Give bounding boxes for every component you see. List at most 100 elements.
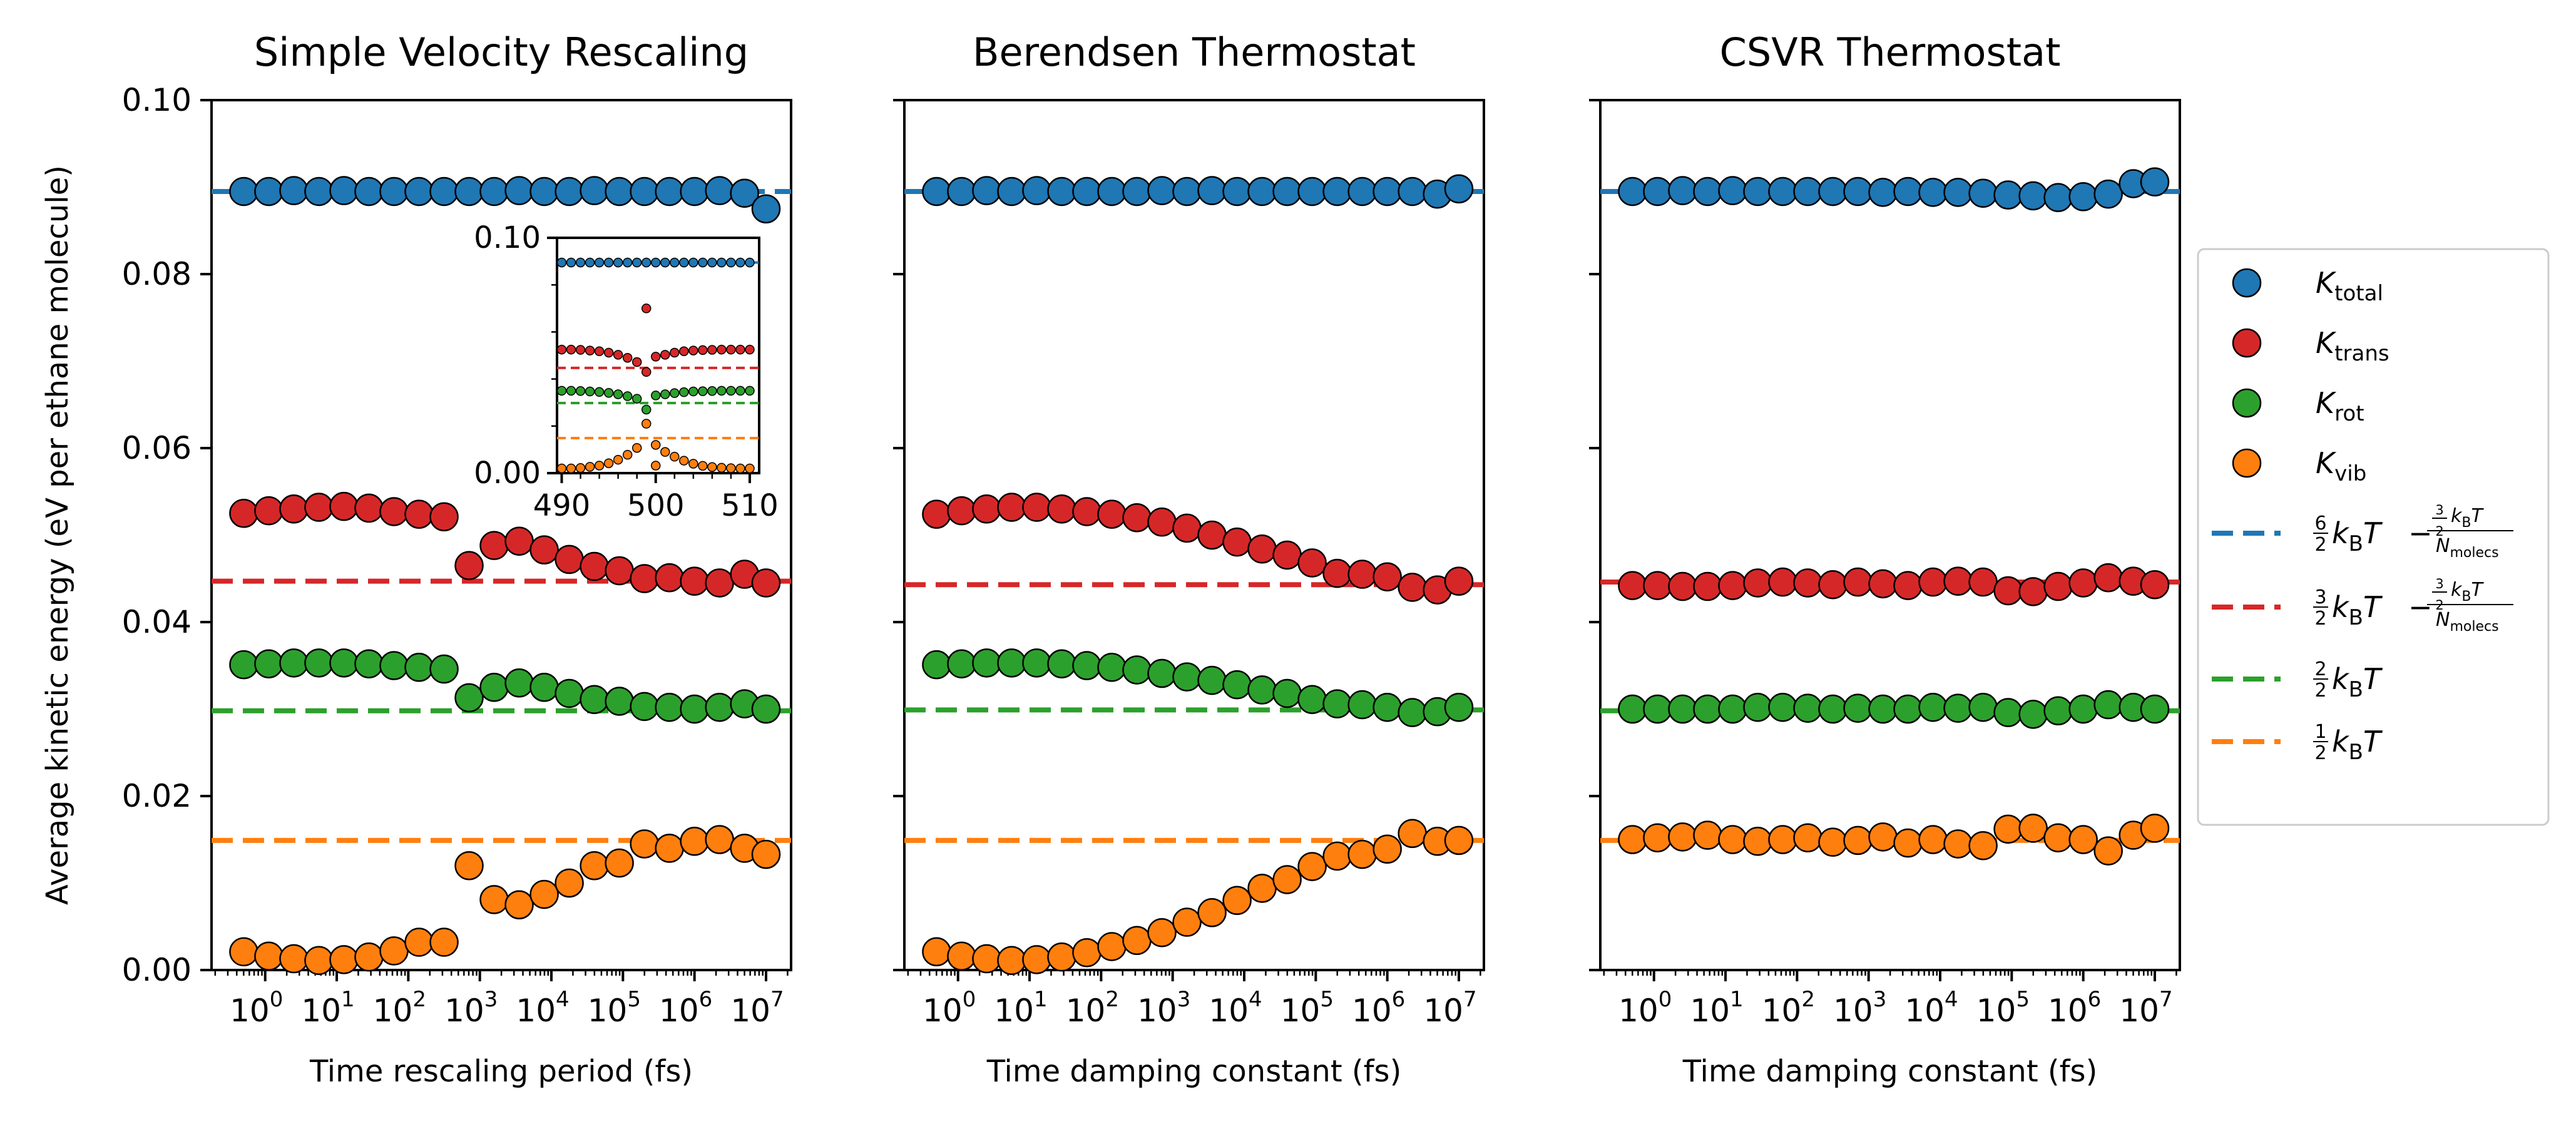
legend-label-K_vib: Kvib bbox=[2316, 446, 2366, 486]
data-point-K_rot bbox=[1398, 698, 1427, 727]
data-point-K_total bbox=[1793, 176, 1822, 207]
data-point-K_total bbox=[580, 176, 609, 205]
x-tick-label: 105 bbox=[588, 987, 641, 1029]
data-point-K_total bbox=[429, 176, 459, 207]
legend-kbt-K_total: kBT bbox=[2332, 516, 2383, 556]
data-point-K_total bbox=[555, 176, 584, 207]
data-point-K_rot bbox=[1222, 670, 1252, 700]
data-point-K_trans bbox=[1022, 493, 1051, 522]
data-point-K_total bbox=[2043, 183, 2073, 212]
data-point-K_vib bbox=[1172, 907, 1202, 937]
data-point-K_total bbox=[2018, 181, 2048, 211]
data-point-K_vib bbox=[1047, 942, 1076, 972]
data-point-K_vib bbox=[1222, 886, 1252, 916]
data-point-K_vib bbox=[1444, 825, 1474, 856]
inset-point-K_vib bbox=[670, 451, 680, 462]
data-point-K_total bbox=[1943, 178, 1973, 207]
data-point-K_trans bbox=[1047, 494, 1076, 524]
data-point-K_vib bbox=[379, 936, 409, 966]
data-point-K_total bbox=[254, 176, 284, 207]
inset-point-K_total bbox=[594, 257, 605, 268]
inset-point-K_trans bbox=[603, 347, 614, 358]
data-point-K_vib bbox=[1968, 830, 1998, 861]
inset-point-K_trans bbox=[660, 350, 670, 360]
data-point-K_vib bbox=[1743, 827, 1772, 856]
inset-point-K_trans bbox=[594, 346, 605, 356]
y-tick-label: 0.02 bbox=[122, 778, 192, 814]
legend-coef-K_total-denominator: 2 bbox=[2314, 534, 2326, 556]
data-point-K_trans bbox=[1444, 566, 1474, 596]
data-point-K_rot bbox=[751, 694, 781, 724]
inset-point-K_rot bbox=[717, 386, 727, 396]
data-point-K_vib bbox=[1893, 828, 1923, 858]
inset-point-K_vib bbox=[556, 463, 567, 474]
data-point-K_trans bbox=[1197, 520, 1227, 550]
inset-point-K_trans bbox=[613, 350, 623, 360]
inset-point-K_trans bbox=[631, 357, 642, 367]
y-axis-label: Average kinetic energy (eV per ethane mo… bbox=[40, 165, 75, 905]
x-tick-label: 106 bbox=[2048, 987, 2101, 1029]
data-point-K_trans bbox=[1398, 573, 1427, 602]
legend-corr-num-K_trans: kBT bbox=[2451, 579, 2484, 605]
inset-point-K_total bbox=[745, 257, 755, 268]
data-point-K_total bbox=[922, 176, 951, 207]
data-point-K_trans bbox=[329, 491, 359, 521]
data-point-K_total bbox=[1172, 176, 1202, 207]
inset-point-K_rot bbox=[726, 386, 736, 396]
data-point-K_trans bbox=[1347, 559, 1377, 589]
data-point-K_vib bbox=[2140, 814, 2170, 843]
data-point-K_trans bbox=[1868, 569, 1898, 599]
data-point-K_rot bbox=[705, 692, 734, 722]
data-point-K_total bbox=[1372, 176, 1402, 207]
data-point-K_total bbox=[1693, 176, 1722, 207]
data-point-K_rot bbox=[1693, 694, 1722, 724]
data-point-K_rot bbox=[1022, 648, 1051, 678]
inset-point-K_trans bbox=[641, 367, 652, 377]
data-point-K_total bbox=[1743, 176, 1772, 207]
data-point-K_vib bbox=[922, 937, 951, 967]
data-point-K_rot bbox=[1843, 693, 1873, 723]
legend-marker-K_total bbox=[2232, 268, 2262, 298]
panel-1: Simple Velocity Rescaling 0.00 0.02 0.04 0.0… bbox=[122, 29, 792, 1089]
data-point-K_trans bbox=[680, 566, 709, 596]
data-point-K_vib bbox=[2018, 814, 2048, 843]
x-tick-label: 107 bbox=[2119, 987, 2172, 1029]
data-point-K_total bbox=[1918, 178, 1948, 207]
data-point-K_trans bbox=[580, 551, 609, 581]
data-point-K_rot bbox=[922, 650, 951, 680]
data-point-K_vib bbox=[1372, 834, 1402, 864]
data-point-K_trans bbox=[1643, 571, 1672, 600]
data-point-K_rot bbox=[1993, 698, 2023, 727]
data-point-K_trans bbox=[1072, 497, 1101, 526]
data-point-K_total bbox=[329, 176, 359, 205]
data-point-K_trans bbox=[1147, 507, 1177, 537]
legend-corr-coef-K_trans-numerator: 3 bbox=[2435, 576, 2443, 591]
data-point-K_rot bbox=[529, 673, 559, 702]
data-point-K_rot bbox=[655, 692, 684, 722]
inset-point-K_total bbox=[726, 257, 736, 268]
inset-point-K_total bbox=[717, 257, 727, 268]
data-point-K_rot bbox=[605, 687, 634, 716]
data-point-K_total bbox=[1768, 176, 1797, 207]
legend-coef-K_trans-numerator: 3 bbox=[2314, 586, 2326, 608]
inset-point-K_rot bbox=[622, 391, 633, 401]
data-point-K_rot bbox=[947, 649, 976, 678]
inset-point-K_vib bbox=[613, 454, 623, 465]
data-point-K_rot bbox=[1297, 685, 1327, 714]
data-point-K_rot bbox=[404, 653, 434, 682]
legend-coef-K_trans-denominator: 2 bbox=[2314, 608, 2326, 630]
legend-marker-K_trans bbox=[2232, 328, 2262, 358]
data-point-K_total bbox=[1272, 176, 1302, 207]
data-point-K_vib bbox=[1768, 825, 1797, 854]
data-point-K_total bbox=[2140, 167, 2170, 197]
inset-point-K_rot bbox=[631, 394, 642, 404]
data-point-K_rot bbox=[279, 648, 309, 678]
data-point-K_vib bbox=[1122, 926, 1152, 955]
x-tick-label: 103 bbox=[1137, 987, 1190, 1029]
data-point-K_total bbox=[655, 176, 684, 207]
data-point-K_trans bbox=[1718, 571, 1747, 600]
data-point-K_vib bbox=[1398, 819, 1427, 849]
data-point-K_rot bbox=[1918, 692, 1948, 722]
data-point-K_vib bbox=[1072, 938, 1101, 968]
data-point-K_trans bbox=[229, 499, 258, 528]
